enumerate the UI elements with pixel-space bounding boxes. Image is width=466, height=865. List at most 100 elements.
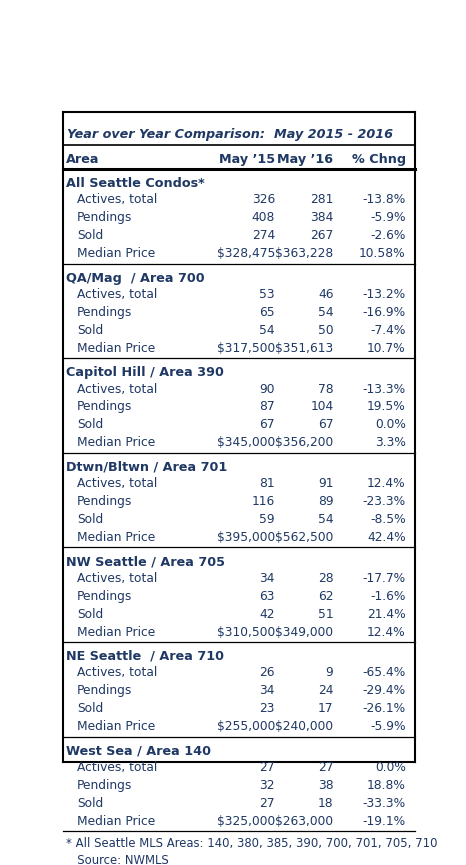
Text: 90: 90 [260, 382, 275, 395]
Text: Median Price: Median Price [77, 721, 155, 734]
Text: 46: 46 [318, 288, 334, 301]
Text: Actives, total: Actives, total [77, 572, 158, 585]
Text: Actives, total: Actives, total [77, 194, 158, 207]
Text: Pendings: Pendings [77, 684, 132, 697]
Text: Median Price: Median Price [77, 247, 155, 260]
Text: Pendings: Pendings [77, 590, 132, 603]
Text: 12.4%: 12.4% [367, 625, 406, 638]
Text: 281: 281 [310, 194, 334, 207]
Text: -13.3%: -13.3% [363, 382, 406, 395]
Text: -7.4%: -7.4% [370, 324, 406, 336]
Text: Actives, total: Actives, total [77, 382, 158, 395]
Text: -13.8%: -13.8% [363, 194, 406, 207]
Text: 408: 408 [252, 211, 275, 224]
Text: 38: 38 [318, 778, 334, 791]
Text: -16.9%: -16.9% [363, 306, 406, 319]
Text: -33.3%: -33.3% [363, 797, 406, 810]
Text: 54: 54 [318, 306, 334, 319]
Text: 81: 81 [259, 477, 275, 490]
Text: 42: 42 [260, 607, 275, 620]
Text: 32: 32 [260, 778, 275, 791]
Text: 18: 18 [318, 797, 334, 810]
Text: Pendings: Pendings [77, 400, 132, 413]
Text: Actives, total: Actives, total [77, 288, 158, 301]
Text: Sold: Sold [77, 229, 103, 242]
Text: 54: 54 [259, 324, 275, 336]
Text: $328,475: $328,475 [217, 247, 275, 260]
Text: Median Price: Median Price [77, 531, 155, 544]
Text: 78: 78 [318, 382, 334, 395]
Text: Pendings: Pendings [77, 211, 132, 224]
Text: 67: 67 [318, 419, 334, 432]
Text: 10.58%: 10.58% [359, 247, 406, 260]
Text: -5.9%: -5.9% [370, 211, 406, 224]
Text: 274: 274 [252, 229, 275, 242]
Text: West Sea / Area 140: West Sea / Area 140 [66, 745, 211, 758]
Text: Pendings: Pendings [77, 495, 132, 508]
Text: -13.2%: -13.2% [363, 288, 406, 301]
Text: -19.1%: -19.1% [363, 815, 406, 828]
Text: Median Price: Median Price [77, 437, 155, 450]
Text: $255,000: $255,000 [217, 721, 275, 734]
Text: Pendings: Pendings [77, 306, 132, 319]
Text: -26.1%: -26.1% [363, 702, 406, 715]
Text: Sold: Sold [77, 324, 103, 336]
Text: 116: 116 [252, 495, 275, 508]
Text: 0.0%: 0.0% [375, 761, 406, 774]
Text: May ’16: May ’16 [277, 153, 334, 166]
Text: Sold: Sold [77, 797, 103, 810]
Text: 91: 91 [318, 477, 334, 490]
Text: $263,000: $263,000 [275, 815, 334, 828]
Text: -8.5%: -8.5% [370, 513, 406, 526]
Text: $395,000: $395,000 [217, 531, 275, 544]
Text: $345,000: $345,000 [217, 437, 275, 450]
Text: -23.3%: -23.3% [363, 495, 406, 508]
Text: 65: 65 [259, 306, 275, 319]
Text: NE Seattle  / Area 710: NE Seattle / Area 710 [66, 650, 224, 663]
Text: % Chng: % Chng [351, 153, 406, 166]
Text: 12.4%: 12.4% [367, 477, 406, 490]
Text: 42.4%: 42.4% [367, 531, 406, 544]
Text: 53: 53 [259, 288, 275, 301]
Text: $356,200: $356,200 [275, 437, 334, 450]
Text: Actives, total: Actives, total [77, 477, 158, 490]
Text: Sold: Sold [77, 702, 103, 715]
Text: 21.4%: 21.4% [367, 607, 406, 620]
Text: 62: 62 [318, 590, 334, 603]
Text: May ’15: May ’15 [219, 153, 275, 166]
Text: 34: 34 [260, 572, 275, 585]
Text: Sold: Sold [77, 419, 103, 432]
Text: Year over Year Comparison:  May 2015 - 2016: Year over Year Comparison: May 2015 - 20… [67, 128, 393, 141]
Text: 28: 28 [318, 572, 334, 585]
Text: $325,000: $325,000 [217, 815, 275, 828]
Text: 384: 384 [310, 211, 334, 224]
Text: 54: 54 [318, 513, 334, 526]
Text: -2.6%: -2.6% [370, 229, 406, 242]
Text: Sold: Sold [77, 513, 103, 526]
Text: 59: 59 [259, 513, 275, 526]
Text: Median Price: Median Price [77, 815, 155, 828]
Text: -1.6%: -1.6% [370, 590, 406, 603]
Text: QA/Mag  / Area 700: QA/Mag / Area 700 [66, 272, 205, 285]
Text: $351,613: $351,613 [275, 342, 334, 355]
Text: 63: 63 [260, 590, 275, 603]
Text: $310,500: $310,500 [217, 625, 275, 638]
Text: Median Price: Median Price [77, 342, 155, 355]
Text: 10.7%: 10.7% [367, 342, 406, 355]
Text: * All Seattle MLS Areas: 140, 380, 385, 390, 700, 701, 705, 710: * All Seattle MLS Areas: 140, 380, 385, … [66, 836, 438, 849]
Text: Source: NWMLS: Source: NWMLS [66, 854, 169, 865]
Text: 326: 326 [252, 194, 275, 207]
Text: 17: 17 [318, 702, 334, 715]
Text: 18.8%: 18.8% [367, 778, 406, 791]
Text: 23: 23 [260, 702, 275, 715]
Text: Median Price: Median Price [77, 625, 155, 638]
Text: -17.7%: -17.7% [363, 572, 406, 585]
Text: $349,000: $349,000 [275, 625, 334, 638]
Text: NW Seattle / Area 705: NW Seattle / Area 705 [66, 555, 225, 568]
Text: Actives, total: Actives, total [77, 666, 158, 679]
Text: -5.9%: -5.9% [370, 721, 406, 734]
Text: 267: 267 [310, 229, 334, 242]
Text: 27: 27 [260, 761, 275, 774]
Text: 26: 26 [260, 666, 275, 679]
Text: Capitol Hill / Area 390: Capitol Hill / Area 390 [66, 366, 224, 379]
